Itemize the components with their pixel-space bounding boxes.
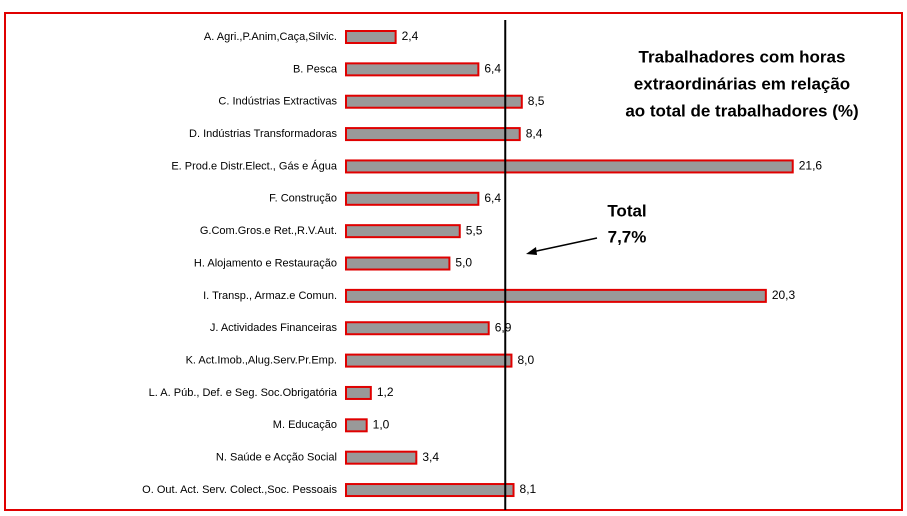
category-label: M. Educação <box>273 419 337 431</box>
bar <box>345 450 418 465</box>
value-label: 1,2 <box>377 385 394 399</box>
category-label: K. Act.Imob.,Alug.Serv.Pr.Emp. <box>186 355 337 367</box>
value-label: 20,3 <box>772 288 796 302</box>
bar <box>345 159 794 174</box>
chart-title: Trabalhadores com horas <box>639 47 846 66</box>
value-label: 2,4 <box>402 29 419 43</box>
value-label: 8,4 <box>526 126 543 140</box>
bar <box>345 288 767 303</box>
chart-title: extraordinárias em relação <box>634 74 850 93</box>
value-label: 8,1 <box>520 482 537 496</box>
value-label: 5,5 <box>466 223 483 237</box>
bar <box>345 30 397 44</box>
value-label: 6,4 <box>484 62 501 76</box>
category-label: O. Out. Act. Serv. Colect.,Soc. Pessoais <box>142 484 337 496</box>
bar <box>345 385 372 400</box>
category-label: E. Prod.e Distr.Elect., Gás e Água <box>171 159 338 172</box>
annotation: 7,7% <box>608 227 647 246</box>
value-label: 5,0 <box>455 256 472 270</box>
annotation: Total <box>607 201 646 220</box>
bar <box>345 94 523 109</box>
chart-title: ao total de trabalhadores (%) <box>625 101 858 120</box>
value-label: 1,0 <box>373 417 390 431</box>
arrow-head <box>526 247 537 255</box>
bar <box>345 191 480 206</box>
category-label: B. Pesca <box>293 63 338 75</box>
category-label: A. Agri.,P.Anim,Caça,Silvic. <box>204 31 337 43</box>
category-label: D. Indústrias Transformadoras <box>189 128 337 140</box>
bar <box>345 127 521 142</box>
value-label: 3,4 <box>422 450 439 464</box>
category-label: C. Indústrias Extractivas <box>218 96 337 108</box>
category-label: H. Alojamento e Restauração <box>194 257 337 269</box>
value-label: 21,6 <box>799 159 823 173</box>
bar <box>345 256 451 271</box>
annotation-arrow <box>531 237 598 253</box>
bar <box>345 483 515 498</box>
bar <box>345 353 513 368</box>
category-label: G.Com.Gros.e Ret.,R.V.Aut. <box>200 225 337 237</box>
value-label: 8,5 <box>528 94 545 108</box>
category-label: F. Construção <box>269 193 337 205</box>
bar <box>345 62 480 77</box>
bar <box>345 321 490 336</box>
category-label: N. Saúde e Acção Social <box>216 452 337 464</box>
category-label: J. Actividades Financeiras <box>210 322 338 334</box>
category-label: I. Transp., Armaz.e Comun. <box>203 290 337 302</box>
value-label: 8,0 <box>517 353 534 367</box>
bar <box>345 224 461 239</box>
value-label: 6,9 <box>495 320 512 334</box>
category-label: L. A. Púb., Def. e Seg. Soc.Obrigatória <box>149 387 338 399</box>
value-label: 6,4 <box>484 191 501 205</box>
bar <box>345 418 368 433</box>
